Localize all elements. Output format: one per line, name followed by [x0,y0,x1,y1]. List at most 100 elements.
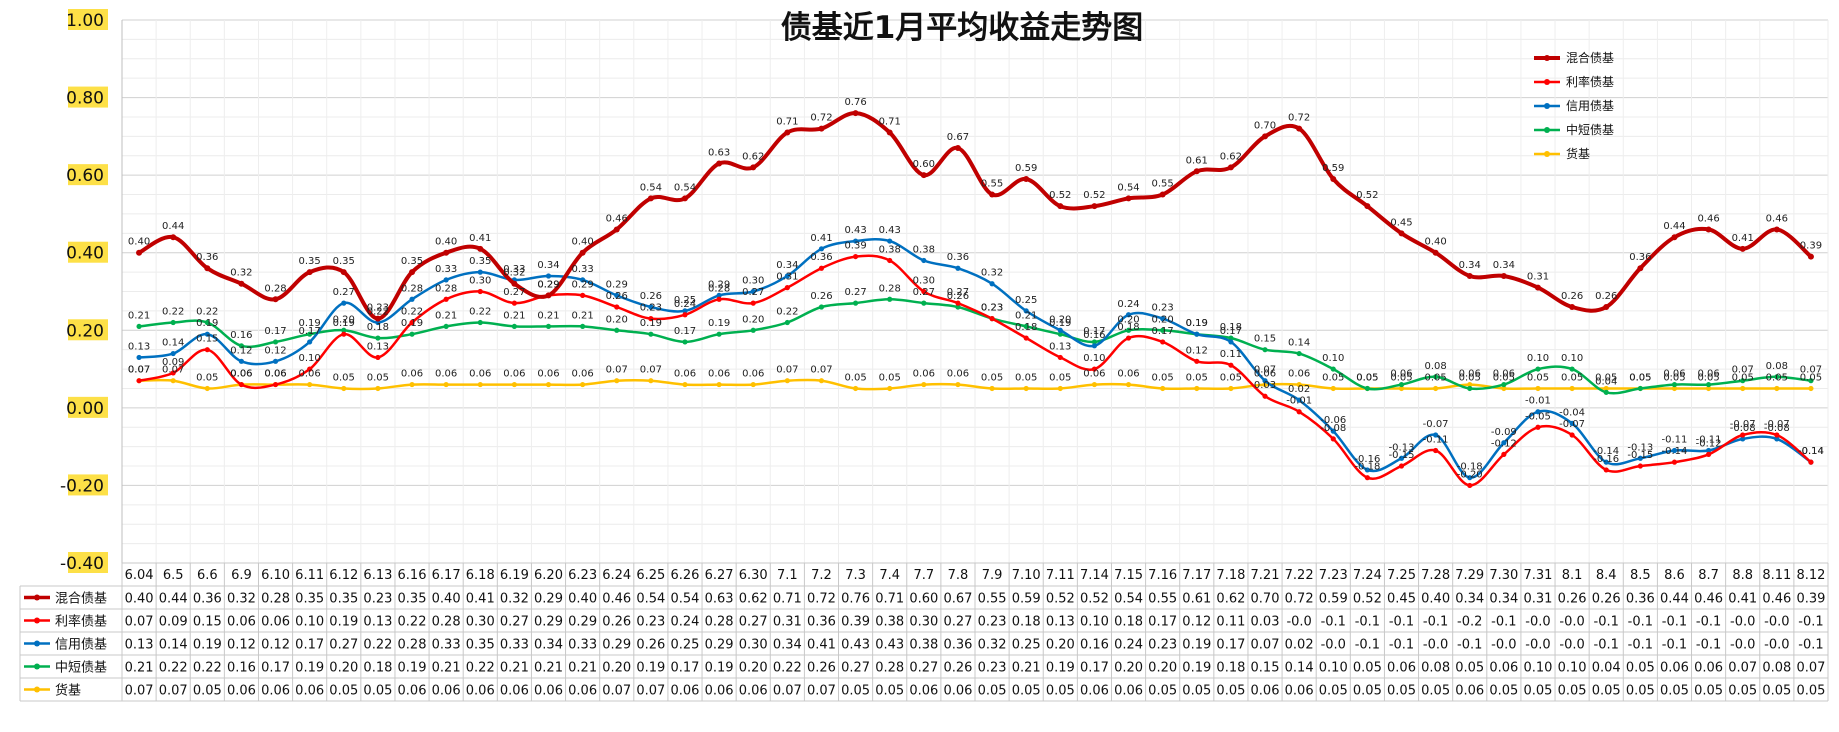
data-label: 0.06 [1083,369,1105,380]
data-point [511,280,518,287]
table-cell: 0.54 [636,592,665,607]
data-label: -0.14 [1662,446,1688,457]
data-point [1535,385,1541,392]
table-cell: 0.31 [773,615,802,630]
data-point [170,370,176,376]
x-tick-label: 8.11 [1762,568,1791,583]
data-point [204,347,210,353]
table-cell: 0.59 [1319,592,1348,607]
data-point [1160,316,1166,322]
table-cell: 0.36 [1626,592,1655,607]
data-label: 0.17 [1152,326,1174,337]
data-label: 0.17 [674,326,696,337]
data-label: 0.05 [1390,372,1412,383]
table-cell: 0.06 [671,684,700,699]
data-labels: 0.07 0.070.05 0.06 0.06 0.06 0.05 0.05 0.06 0.06… [128,97,1824,480]
data-label: 0.05 [1424,372,1446,383]
data-point [887,257,893,264]
table-cell: 0.40 [568,592,597,607]
data-label: -0.11 [1662,435,1688,446]
table-cell: 0.34 [534,638,563,653]
table-cell: 0.62 [1216,592,1245,607]
data-point [170,234,177,241]
table-cell: -0.0 [1559,638,1584,653]
data-point [1705,451,1712,457]
table-series-name: 中短债基 [55,661,107,676]
data-label: 0.06 [264,369,286,380]
table-cell: 0.17 [261,661,290,676]
data-point [1535,366,1541,372]
data-point [1125,381,1132,388]
data-point [1535,409,1541,415]
data-label: 0.06 [401,369,423,380]
data-point [1194,358,1200,364]
table-cell: 0.14 [159,638,188,653]
data-point [580,277,586,283]
table-cell: 0.06 [1489,661,1518,676]
data-label: 0.18 [367,322,389,333]
data-label: 0.06 [469,369,491,380]
table-cell: 0.26 [943,661,972,676]
data-point [204,319,210,326]
data-label: 0.12 [264,345,286,356]
table-cell: -0.1 [1696,615,1721,630]
data-label: 0.72 [1288,113,1310,124]
data-point [238,381,245,388]
data-point [1398,455,1405,461]
data-label: 0.19 [1186,318,1208,329]
table-cell: 0.06 [943,684,972,699]
data-point [1569,432,1575,438]
data-label: -0.04 [1559,407,1585,418]
table-series-name: 信用债基 [55,638,107,653]
x-tick-label: 8.4 [1596,568,1617,583]
table-cell: -0.1 [1355,615,1380,630]
x-tick-label: 7.15 [1114,568,1143,583]
data-label: 0.05 [1220,372,1242,383]
data-label: 0.07 [128,365,150,376]
data-label: 0.23 [367,303,389,314]
table-cell: 0.19 [295,661,324,676]
table-cell: 0.07 [807,684,836,699]
data-label: 0.05 [844,372,866,383]
data-point [1467,475,1473,481]
data-point [818,265,825,271]
data-point [886,129,893,136]
data-point [1774,374,1780,380]
data-label: 0.06 [1288,369,1310,380]
legend-label: 信用债基 [1566,99,1614,113]
table-cell: 0.23 [636,615,665,630]
table-cell: -0.1 [1798,638,1823,653]
table-cell: 0.21 [1012,661,1041,676]
data-point [1330,385,1336,392]
data-point [580,292,586,298]
data-label: 0.17 [299,326,321,337]
data-label: 0.06 [1663,369,1685,380]
table-cell: 0.12 [227,638,256,653]
data-label: 0.26 [1595,291,1617,302]
data-label: 0.26 [810,291,832,302]
table-cell: 0.18 [363,661,392,676]
data-label: 0.39 [1800,241,1822,252]
data-label: 0.05 [1356,372,1378,383]
data-point [1194,331,1200,337]
table-cell: 0.19 [193,638,222,653]
data-point [1705,226,1712,233]
table-cell: 0.44 [1660,592,1689,607]
table-cell: 0.10 [1524,661,1553,676]
data-point [409,319,415,326]
y-tick-highlight [68,86,108,108]
data-label: 0.05 [1561,372,1583,383]
data-point [681,195,688,202]
table-cell: 0.06 [1455,684,1484,699]
table-cell: 0.28 [705,615,734,630]
data-label: 0.05 [196,372,218,383]
y-tick-highlight [68,552,108,573]
data-label: 0.31 [1527,272,1549,283]
data-label: 0.23 [640,303,662,314]
data-point [1091,339,1098,345]
data-label: 0.06 [230,369,252,380]
table-cell: 0.17 [295,638,324,653]
data-point [1433,432,1439,438]
table-cell: 0.05 [1012,684,1041,699]
series-line-5 [139,378,1811,391]
